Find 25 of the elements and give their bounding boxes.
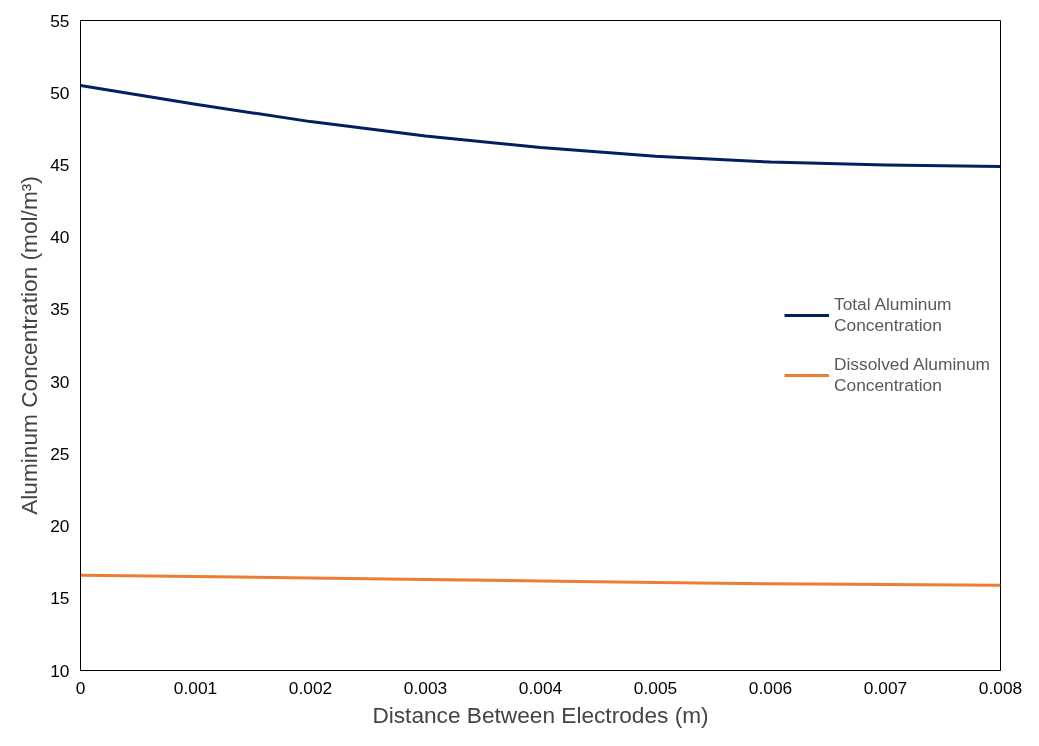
y-tick-label: 15 bbox=[50, 588, 70, 609]
x-tick-label: 0 bbox=[75, 677, 86, 698]
y-tick-label: 20 bbox=[50, 516, 70, 537]
y-axis-title: Aluminum Concentration (mol/m³) bbox=[16, 176, 43, 515]
x-tick-label: 0.008 bbox=[978, 677, 1023, 698]
line-series bbox=[80, 573, 1001, 587]
y-tick-label: 40 bbox=[50, 227, 70, 248]
x-tick-label: 0.003 bbox=[403, 677, 448, 698]
x-tick-label: 0.007 bbox=[863, 677, 908, 698]
y-tick-label: 55 bbox=[50, 10, 70, 31]
y-tick-label: 50 bbox=[50, 82, 70, 103]
legend-label: Dissolved Aluminum Concentration bbox=[833, 354, 990, 396]
line-series bbox=[80, 84, 1001, 168]
x-tick-label: 0.001 bbox=[173, 677, 218, 698]
y-tick-label: 25 bbox=[50, 443, 70, 464]
x-axis-title: Distance Between Electrodes (m) bbox=[372, 701, 709, 728]
y-tick-label: 10 bbox=[50, 660, 70, 681]
x-tick-label: 0.004 bbox=[518, 677, 563, 698]
x-tick-label: 0.002 bbox=[288, 677, 333, 698]
x-tick-label: 0.005 bbox=[633, 677, 678, 698]
y-tick-label: 30 bbox=[50, 371, 70, 392]
legend-label: Total Aluminum Concentration bbox=[833, 294, 952, 336]
x-tick-label: 0.006 bbox=[748, 677, 793, 698]
y-tick-label: 45 bbox=[50, 154, 70, 175]
y-tick-label: 35 bbox=[50, 299, 70, 320]
